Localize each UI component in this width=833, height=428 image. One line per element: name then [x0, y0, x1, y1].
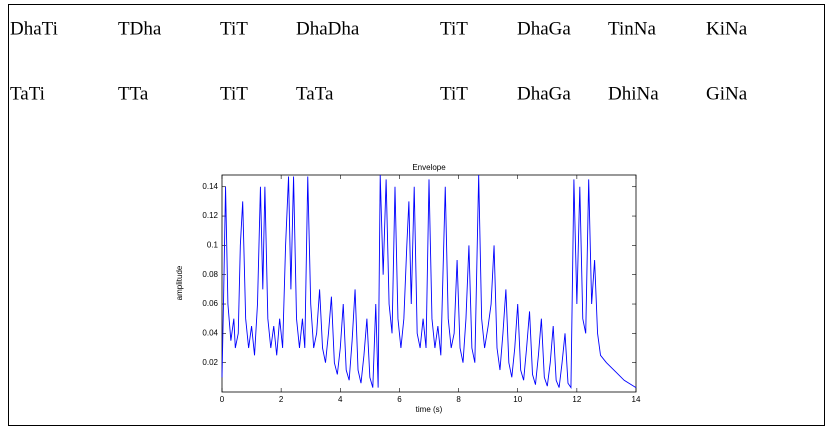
x-tick-label: 8 [456, 395, 461, 404]
bol: DhaTi [10, 18, 58, 39]
x-tick-label: 14 [632, 395, 641, 404]
bol: TaTi [10, 83, 45, 104]
envelope-line [221, 174, 637, 390]
y-tick-label: 0.14 [202, 182, 218, 191]
y-tick-label: 0.08 [202, 270, 218, 279]
bol: TiT [220, 83, 248, 104]
y-tick-label: 0.02 [202, 358, 218, 367]
x-tick-label: 12 [572, 395, 581, 404]
bol: TaTa [296, 83, 334, 104]
bol: TDha [118, 18, 162, 39]
y-tick-label: 0.1 [207, 240, 219, 249]
frame [8, 4, 825, 426]
y-tick-label: 0.04 [202, 328, 218, 337]
x-tick-label: 10 [513, 395, 522, 404]
bol: DhaDha [296, 18, 360, 39]
bol: TTa [118, 83, 149, 104]
y-axis-label: amplitude [175, 265, 184, 300]
bol: TiT [440, 83, 468, 104]
bol: TiT [220, 18, 248, 39]
x-tick-label: 2 [279, 395, 284, 404]
bol: TiT [440, 18, 468, 39]
bol: TinNa [608, 18, 656, 39]
x-tick-label: 6 [397, 395, 402, 404]
y-tick-label: 0.06 [202, 299, 218, 308]
x-tick-label: 4 [338, 395, 343, 404]
bol: GiNa [706, 83, 748, 104]
bol: KiNa [706, 18, 748, 39]
x-tick-label: 0 [220, 395, 225, 404]
chart-title: Envelope [412, 163, 446, 172]
bol: DhaGa [517, 18, 571, 39]
bol: DhaGa [517, 83, 571, 104]
y-tick-label: 0.12 [202, 211, 218, 220]
bol: DhiNa [608, 83, 659, 104]
x-axis-label: time (s) [416, 405, 443, 414]
